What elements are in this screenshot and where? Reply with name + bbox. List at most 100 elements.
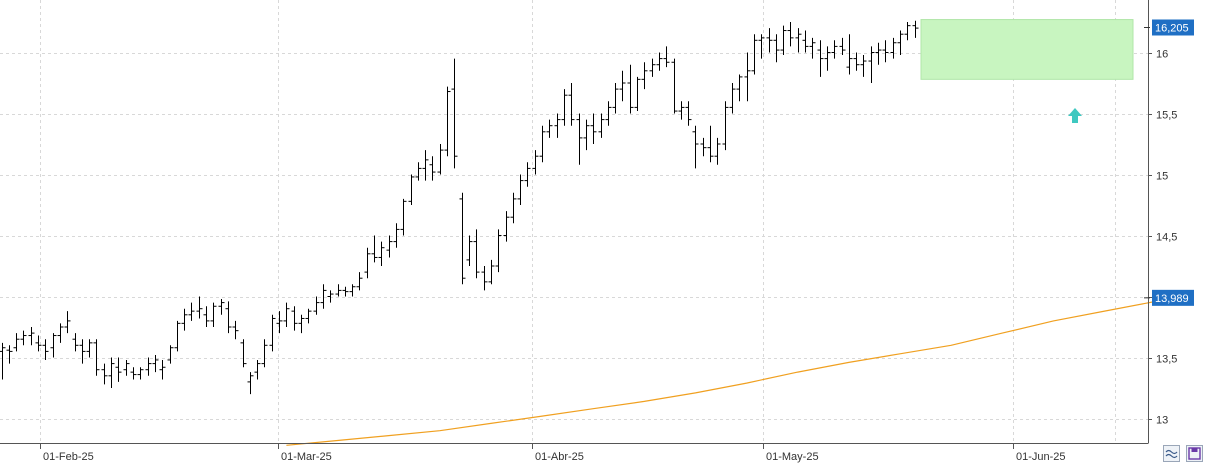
ohlc-bar [700,137,707,157]
ohlc-bar [758,34,765,59]
ohlc-bar [408,174,415,205]
ohlc-bar [809,37,816,59]
ohlc-bar [276,311,283,334]
ohlc-bar [503,211,510,242]
ohlc-bar [824,46,831,71]
ohlc-bar [605,101,612,126]
chart-type-button[interactable] [1163,445,1180,462]
tag-label: 13,989 [1155,293,1189,305]
ohlc-bar [590,113,597,144]
ohlc-bar [20,330,27,346]
ohlc-bar [846,34,853,75]
ohlc-bar [510,192,517,224]
y-tick-labels: 13 13,5 14,5 15 15,5 16 [1156,49,1177,427]
ohlc-bar [203,306,210,327]
ohlc-bar [780,25,787,55]
ohlc-bar [598,113,605,138]
ohlc-bars [0,20,919,395]
ohlc-bar [663,46,670,68]
ohlc-bar [42,339,49,360]
ohlc-bar [707,125,714,163]
ohlc-bar [305,308,312,324]
ohlc-bar [795,28,802,53]
moving-average-line [286,297,1171,446]
ohlc-bar [130,367,137,380]
ohlc-bar [766,28,773,53]
ohlc-bar [261,339,268,368]
save-button[interactable] [1186,445,1203,462]
last-price-tag: 16,205 [1144,19,1194,36]
ohlc-bar [364,247,371,279]
y-tick-label: 13,5 [1156,354,1177,366]
ohlc-bar [349,284,356,297]
ohlc-bar [422,150,429,181]
ohlc-bar [583,119,590,151]
ohlc-bar [546,119,553,138]
ohlc-bar [57,323,64,343]
ohlc-bar [13,333,20,352]
ohlc-bar [692,125,699,169]
ohlc-bar [152,355,159,373]
ohlc-bar [853,52,860,71]
ohlc-bar [320,284,327,309]
x-tick-label: 01-Mar-25 [281,451,332,463]
x-tick-label: 01-Feb-25 [43,451,94,463]
ohlc-bar [685,101,692,126]
ohlc-bar [751,34,758,75]
ohlc-bar [232,320,239,340]
ohlc-bar [444,86,451,157]
y-tick-label: 15,5 [1156,110,1177,122]
x-tick-label: 01-Abr-25 [535,451,584,463]
ohlc-bar [495,229,502,273]
ohlc-bar [28,327,35,346]
ohlc-bar [744,52,751,102]
ohlc-bar [568,83,575,126]
ohlc-bar [897,30,904,55]
ohlc-bar [378,241,385,266]
ohlc-bar [714,137,721,165]
x-tick-label: 01-May-25 [766,451,819,463]
ohlc-bar [773,34,780,63]
ohlc-bar [649,58,656,77]
y-tick-label: 14,5 [1156,232,1177,244]
ohlc-bar [868,46,875,83]
ohlc-bar [517,174,524,205]
ohlc-bar [576,113,583,165]
y-tick-label: 15 [1156,171,1168,183]
ohlc-bar [429,156,436,181]
ohlc-bar [393,223,400,248]
ohlc-bar [561,89,568,126]
up-arrow-icon [1068,107,1082,123]
save-icon [1188,447,1201,460]
ohlc-bar [729,83,736,114]
ohlc-bar [342,286,349,297]
ohlc-bar [196,296,203,319]
ohlc-bar [137,367,144,380]
ohlc-bar [174,320,181,352]
wave-icon [1165,449,1178,459]
ohlc-bar [79,339,86,364]
signal-markers [1068,107,1082,123]
ohlc-bar [860,54,867,77]
ohlc-bar [218,298,225,315]
ma-line [286,297,1171,446]
tag-background [1152,19,1194,36]
ohlc-bar [678,101,685,120]
y-tick-label: 13 [1156,415,1168,427]
ohlc-bar [488,259,495,285]
ohlc-bar [210,302,217,327]
ohlc-bar [890,37,897,59]
ohlc-bar [619,70,626,102]
ohlc-bar [181,308,188,331]
ohlc-bar [298,314,305,334]
ohlc-bar [50,333,57,358]
ohlc-bar [72,333,79,352]
ohlc-bar [539,125,546,163]
ohlc-bar [108,357,115,388]
ohlc-bar [612,83,619,114]
x-tick-label: 01-Jun-25 [1016,451,1066,463]
ohlc-bar [787,22,794,47]
ohlc-bar [437,144,444,175]
ohlc-bar [123,359,130,376]
ohlc-bar [627,64,634,114]
